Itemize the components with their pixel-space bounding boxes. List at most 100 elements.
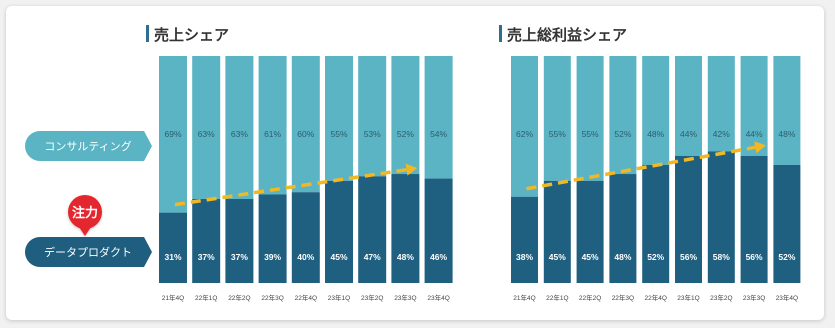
bar-consulting	[707, 56, 735, 152]
data-label-data-product: 39%	[264, 252, 281, 262]
data-label-consulting: 61%	[264, 129, 281, 139]
x-tick-label: 22年4Q	[295, 293, 317, 302]
data-label-consulting: 52%	[614, 129, 631, 139]
trend-arrow-head	[405, 163, 418, 176]
bar-data-product	[391, 174, 420, 283]
data-label-consulting: 52%	[397, 129, 414, 139]
bar-consulting	[675, 56, 702, 156]
bar-consulting	[576, 56, 604, 181]
data-label-consulting: 60%	[297, 129, 314, 139]
legend-data-product-pill	[25, 237, 152, 267]
bar-consulting	[642, 56, 670, 165]
chart-gross-profit-share: 売上総利益シェア 62% 38% 21年4Q 55% 45% 22年1Q 55% 45% 22年…	[499, 25, 801, 302]
data-label-data-product: 46%	[430, 252, 447, 262]
data-label-data-product: 52%	[778, 252, 795, 262]
chart-title: 売上総利益シェア	[507, 26, 627, 44]
bar-data-product	[543, 180, 571, 283]
x-tick-label: 22年1Q	[546, 293, 568, 302]
bar-consulting	[391, 56, 420, 175]
bar-consulting	[159, 56, 187, 213]
data-label-consulting: 69%	[164, 129, 181, 139]
chart-sales-share: 売上シェア 69% 31% 21年4Q 63% 37% 22年1Q 63% 37% 22年2Q 6…	[146, 25, 453, 302]
bar-consulting	[192, 56, 221, 200]
data-label-data-product: 56%	[680, 252, 697, 262]
bar-data-product	[707, 151, 735, 283]
focus-badge-label: 注力	[72, 205, 98, 220]
data-label-data-product: 45%	[582, 252, 599, 262]
legend-consulting-label: コンサルティング	[44, 139, 131, 153]
x-tick-label: 23年3Q	[743, 293, 765, 302]
bar-consulting	[511, 56, 538, 197]
focus-badge: 注力	[68, 195, 102, 236]
bar-data-product	[159, 212, 187, 283]
data-label-consulting: 55%	[549, 129, 566, 139]
data-label-data-product: 47%	[364, 252, 381, 262]
bar-data-product	[325, 180, 353, 283]
bar-data-product	[192, 199, 221, 283]
bar-data-product	[675, 155, 702, 283]
x-tick-label: 23年4Q	[427, 293, 449, 302]
data-label-consulting: 48%	[647, 129, 664, 139]
data-label-consulting: 42%	[713, 129, 730, 139]
chart-title-accent	[499, 25, 502, 42]
bar-data-product	[511, 196, 538, 283]
x-tick-label: 22年4Q	[644, 293, 666, 302]
bar-consulting	[609, 56, 637, 175]
bar-data-product	[576, 180, 604, 283]
trend-arrow-line	[526, 145, 756, 191]
data-label-consulting: 63%	[231, 129, 248, 139]
data-label-consulting: 44%	[746, 129, 763, 139]
data-label-data-product: 37%	[198, 252, 215, 262]
x-tick-label: 23年1Q	[328, 293, 350, 302]
bar-consulting	[543, 56, 571, 181]
bar-data-product	[225, 199, 254, 283]
bar-data-product	[773, 164, 801, 283]
x-tick-label: 23年2Q	[361, 293, 383, 302]
data-label-consulting: 55%	[582, 129, 599, 139]
chart-title: 売上シェア	[154, 26, 229, 44]
data-label-data-product: 45%	[549, 252, 566, 262]
bar-consulting	[424, 56, 453, 179]
bar-consulting	[773, 56, 801, 165]
data-label-consulting: 55%	[330, 129, 347, 139]
bar-data-product	[642, 164, 670, 283]
legend-data-product: データプロダクト	[25, 237, 152, 267]
trend-arrow-line	[174, 167, 407, 207]
bar-consulting	[358, 56, 387, 177]
data-label-data-product: 52%	[647, 252, 664, 262]
x-tick-label: 23年2Q	[710, 293, 732, 302]
bar-data-product	[291, 192, 320, 283]
bar-consulting	[325, 56, 353, 181]
x-tick-label: 22年3Q	[261, 293, 283, 302]
data-label-data-product: 31%	[164, 252, 181, 262]
bar-data-product	[258, 194, 287, 283]
data-label-data-product: 58%	[713, 252, 730, 262]
bar-data-product	[740, 155, 768, 283]
bar-data-product	[424, 178, 453, 283]
data-label-data-product: 48%	[614, 252, 631, 262]
data-label-consulting: 48%	[778, 129, 795, 139]
bar-consulting	[225, 56, 254, 200]
x-tick-label: 23年4Q	[776, 293, 798, 302]
bar-consulting	[291, 56, 320, 193]
data-label-data-product: 38%	[516, 252, 533, 262]
data-label-consulting: 62%	[516, 129, 533, 139]
x-tick-label: 22年1Q	[195, 293, 217, 302]
x-tick-label: 22年2Q	[579, 293, 601, 302]
data-label-consulting: 63%	[198, 129, 215, 139]
data-label-consulting: 54%	[430, 129, 447, 139]
legend-consulting: コンサルティング	[25, 131, 152, 161]
bar-consulting	[258, 56, 287, 195]
x-tick-label: 22年2Q	[228, 293, 250, 302]
data-label-consulting: 44%	[680, 129, 697, 139]
legend-consulting-pill	[25, 131, 152, 161]
focus-badge-pointer	[79, 227, 91, 236]
data-label-data-product: 45%	[330, 252, 347, 262]
x-tick-label: 23年3Q	[394, 293, 416, 302]
data-label-data-product: 56%	[746, 252, 763, 262]
x-tick-label: 21年4Q	[162, 293, 184, 302]
trend-arrow-head	[754, 141, 767, 154]
bar-consulting	[740, 56, 768, 156]
x-tick-label: 22年3Q	[612, 293, 634, 302]
bar-data-product	[358, 176, 387, 283]
